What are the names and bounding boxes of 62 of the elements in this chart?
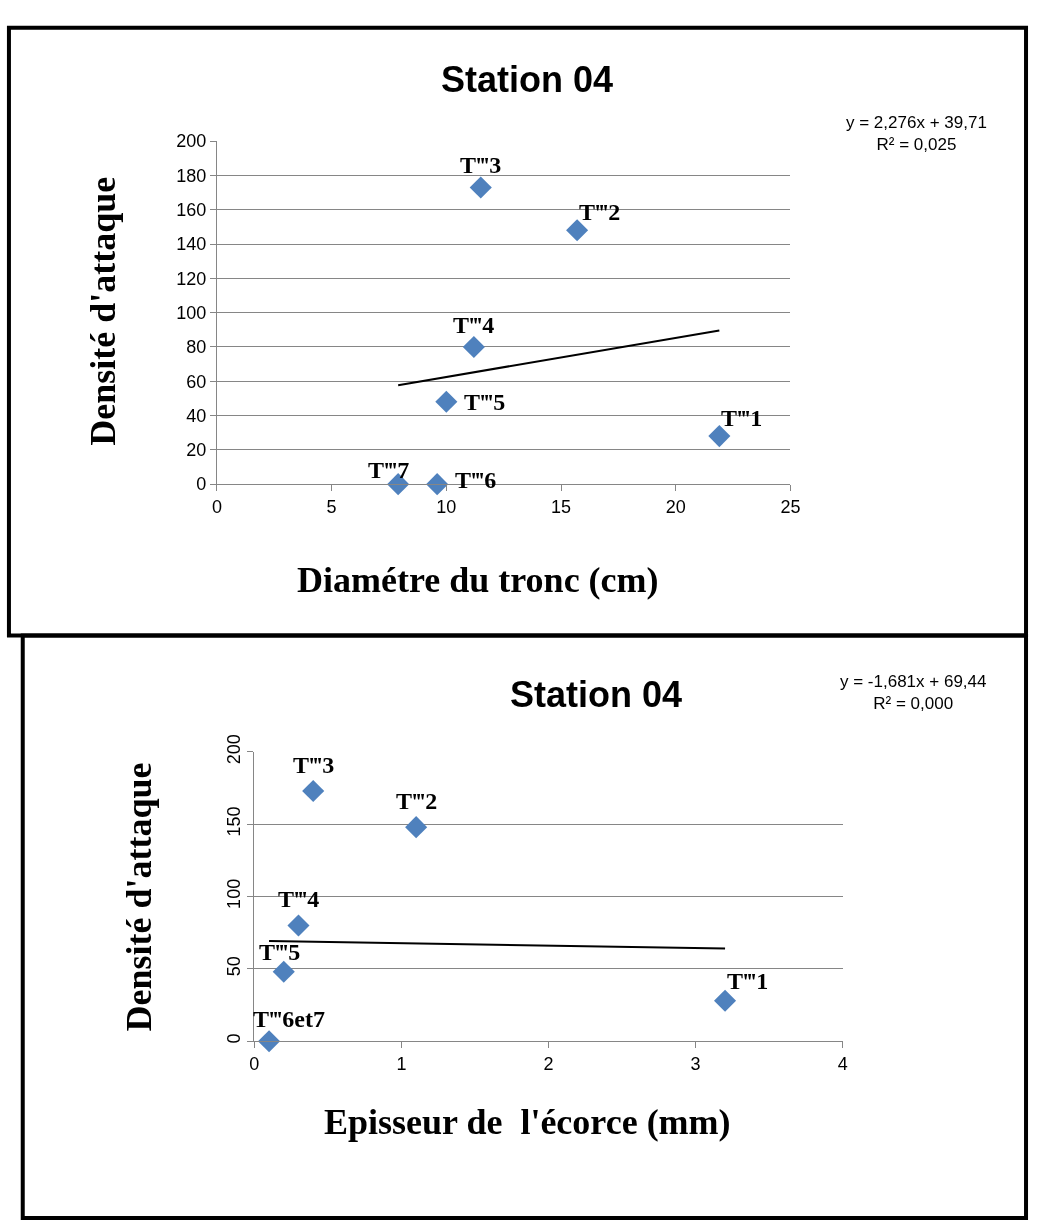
y-tick-label: 150 — [224, 806, 245, 837]
point — [258, 1030, 281, 1053]
point — [462, 335, 485, 358]
y-tick-label: 80 — [186, 337, 207, 358]
point — [287, 914, 310, 937]
point — [713, 989, 737, 1012]
y-tick-label: 0 — [224, 1033, 245, 1044]
chart-title: Station 04 — [510, 674, 683, 715]
annotation: T‴2 — [579, 199, 621, 225]
point — [272, 960, 295, 983]
y-tick-label: 40 — [186, 405, 207, 426]
point — [426, 473, 449, 496]
annotation: T‴1 — [727, 968, 769, 994]
text: R² = 0,000 — [873, 694, 954, 714]
point — [708, 425, 731, 448]
x-tick-label: 2 — [543, 1053, 554, 1074]
y-tick-label: 60 — [186, 371, 207, 392]
x-tick-label: 20 — [665, 496, 686, 517]
annotation: T‴5 — [464, 389, 506, 415]
x-tick-label: 10 — [436, 496, 457, 517]
y-tick-label: 0 — [196, 474, 207, 495]
x-tick-label: 0 — [211, 496, 222, 517]
y-tick-label: 180 — [176, 165, 207, 186]
point — [302, 779, 325, 803]
y-tick-label: 140 — [176, 234, 207, 255]
y-tick-label: 50 — [224, 956, 245, 977]
annotation: T‴3 — [293, 752, 335, 778]
text: R² = 0,025 — [876, 135, 957, 155]
x-axis-title: Episseur de l'écorce (mm) — [324, 1102, 731, 1142]
point — [435, 390, 458, 413]
point — [566, 219, 589, 242]
chart-title: Station 04 — [441, 59, 614, 100]
y-tick-label: 200 — [224, 734, 245, 765]
annotation: T‴2 — [396, 788, 438, 814]
x-tick-label: 15 — [551, 496, 572, 517]
y-tick-label: 100 — [176, 302, 207, 323]
y-tick-label: 20 — [186, 440, 207, 461]
text: y = -1,681x + 69,44 — [840, 672, 987, 691]
x-tick-label: 4 — [837, 1053, 848, 1074]
annotation: T‴4 — [278, 886, 320, 912]
text: y = 2,276x + 39,71 — [846, 113, 987, 132]
point — [405, 816, 428, 839]
annotation: T‴4 — [453, 312, 495, 338]
x-tick-label: 3 — [690, 1053, 701, 1074]
x-tick-label: 1 — [396, 1053, 407, 1074]
y-axis-title: Densité d'attaque — [83, 176, 124, 446]
y-tick-label: 120 — [176, 268, 207, 289]
x-axis-title: Diamétre du tronc (cm) — [297, 560, 659, 600]
point — [469, 176, 492, 199]
annotation: T‴3 — [460, 152, 502, 178]
annotation: T‴6 — [455, 467, 497, 493]
x-tick-label: 0 — [249, 1053, 260, 1074]
annotation: T‴5 — [259, 939, 301, 965]
x-tick-label: 5 — [326, 496, 337, 517]
x-tick-label: 25 — [780, 496, 801, 517]
y-tick-label: 160 — [176, 200, 207, 221]
y-tick-label: 200 — [176, 131, 207, 152]
y-tick-label: 100 — [224, 878, 245, 909]
annotation: T‴1 — [721, 405, 763, 431]
y-axis-title: Densité d'attaque — [118, 762, 159, 1032]
annotation: T‴7 — [368, 457, 410, 483]
annotation: T‴6et7 — [253, 1006, 325, 1032]
